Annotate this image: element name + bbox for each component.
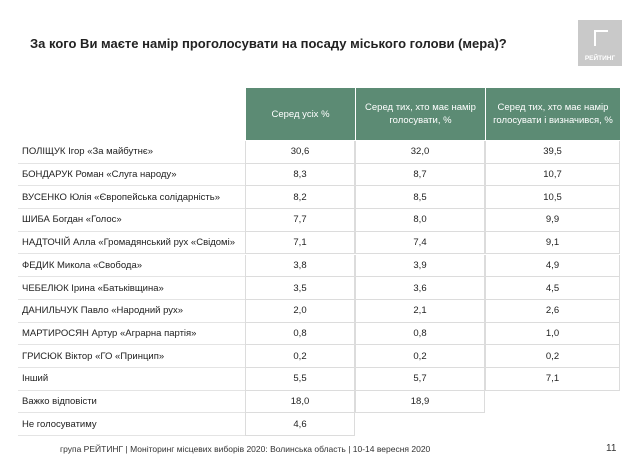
value-cell: 9,1 [485, 231, 620, 255]
value-cell: 0,8 [355, 322, 485, 346]
value-cell: 10,5 [485, 186, 620, 210]
logo-mark [594, 30, 608, 46]
value-cell: 8,2 [245, 186, 355, 210]
logo-text: РЕЙТИНГ [584, 55, 616, 62]
value-cell: 0,2 [355, 345, 485, 368]
row-label: ПОЛІЩУК Ігор «За майбутнє» [18, 141, 245, 164]
value-cell: 0,8 [245, 322, 355, 346]
page-number: 11 [606, 443, 617, 454]
value-cell: 39,5 [485, 141, 620, 164]
value-cell: 8,7 [355, 163, 485, 187]
value-cell: 5,5 [245, 368, 355, 391]
row-label: ДАНИЛЬЧУК Павло «Народний рух» [18, 300, 245, 323]
value-cell: 2,1 [355, 299, 485, 323]
row-label: ФЕДИК Микола «Свобода» [18, 255, 245, 278]
value-cell: 32,0 [355, 141, 485, 164]
row-label: ВУСЕНКО Юлія «Європейська солідарність» [18, 186, 245, 210]
row-label: БОНДАРУК Роман «Слуга народу» [18, 164, 245, 187]
value-cell: 3,6 [355, 277, 485, 300]
row-label: НАДТОЧІЙ Алла «Громадянський рух «Свідом… [18, 232, 245, 255]
value-cell: 2,0 [245, 299, 355, 323]
row-label: Не голосуватиму [18, 413, 245, 437]
value-cell: 18,9 [355, 390, 485, 414]
row-label: ШИБА Богдан «Голос» [18, 209, 245, 232]
value-cell: 7,1 [245, 231, 355, 255]
value-cell: 30,6 [245, 141, 355, 164]
value-cell: 7,7 [245, 209, 355, 232]
value-cell: 3,9 [355, 254, 485, 278]
value-cell: 3,5 [245, 277, 355, 300]
row-label: Інший [18, 368, 245, 391]
column-header: Серед усіх % [245, 88, 355, 140]
value-cell: 1,0 [485, 322, 620, 346]
title: За кого Ви маєте намір проголосувати на … [30, 36, 507, 51]
logo: РЕЙТИНГ [578, 20, 622, 66]
row-label: ЧЕБЕЛЮК Ірина «Батьківщина» [18, 277, 245, 300]
footer: група РЕЙТИНГ | Моніторинг місцевих вибо… [60, 444, 431, 454]
value-cell: 7,4 [355, 231, 485, 255]
value-cell: 7,1 [485, 368, 620, 391]
value-cell: 4,5 [485, 277, 620, 300]
value-cell: 10,7 [485, 163, 620, 187]
value-cell: 5,7 [355, 368, 485, 391]
value-cell: 8,0 [355, 209, 485, 232]
value-cell: 8,3 [245, 163, 355, 187]
row-label: Важко відповісти [18, 391, 245, 414]
value-cell: 18,0 [245, 390, 355, 414]
value-cell: 4,9 [485, 254, 620, 278]
value-cell: 2,6 [485, 299, 620, 323]
value-cell: 9,9 [485, 209, 620, 232]
value-cell: 4,6 [245, 413, 355, 437]
value-cell: 3,8 [245, 254, 355, 278]
value-cell: 0,2 [485, 345, 620, 368]
value-cell: 8,5 [355, 186, 485, 210]
row-label: ГРИСЮК Віктор «ГО «Принцип» [18, 345, 245, 368]
value-cell: 0,2 [245, 345, 355, 368]
row-label: МАРТИРОСЯН Артур «Аграрна партія» [18, 323, 245, 346]
column-header: Серед тих, хто має намір голосувати, % [355, 88, 485, 140]
column-header: Серед тих, хто має намір голосувати і ви… [485, 88, 620, 140]
